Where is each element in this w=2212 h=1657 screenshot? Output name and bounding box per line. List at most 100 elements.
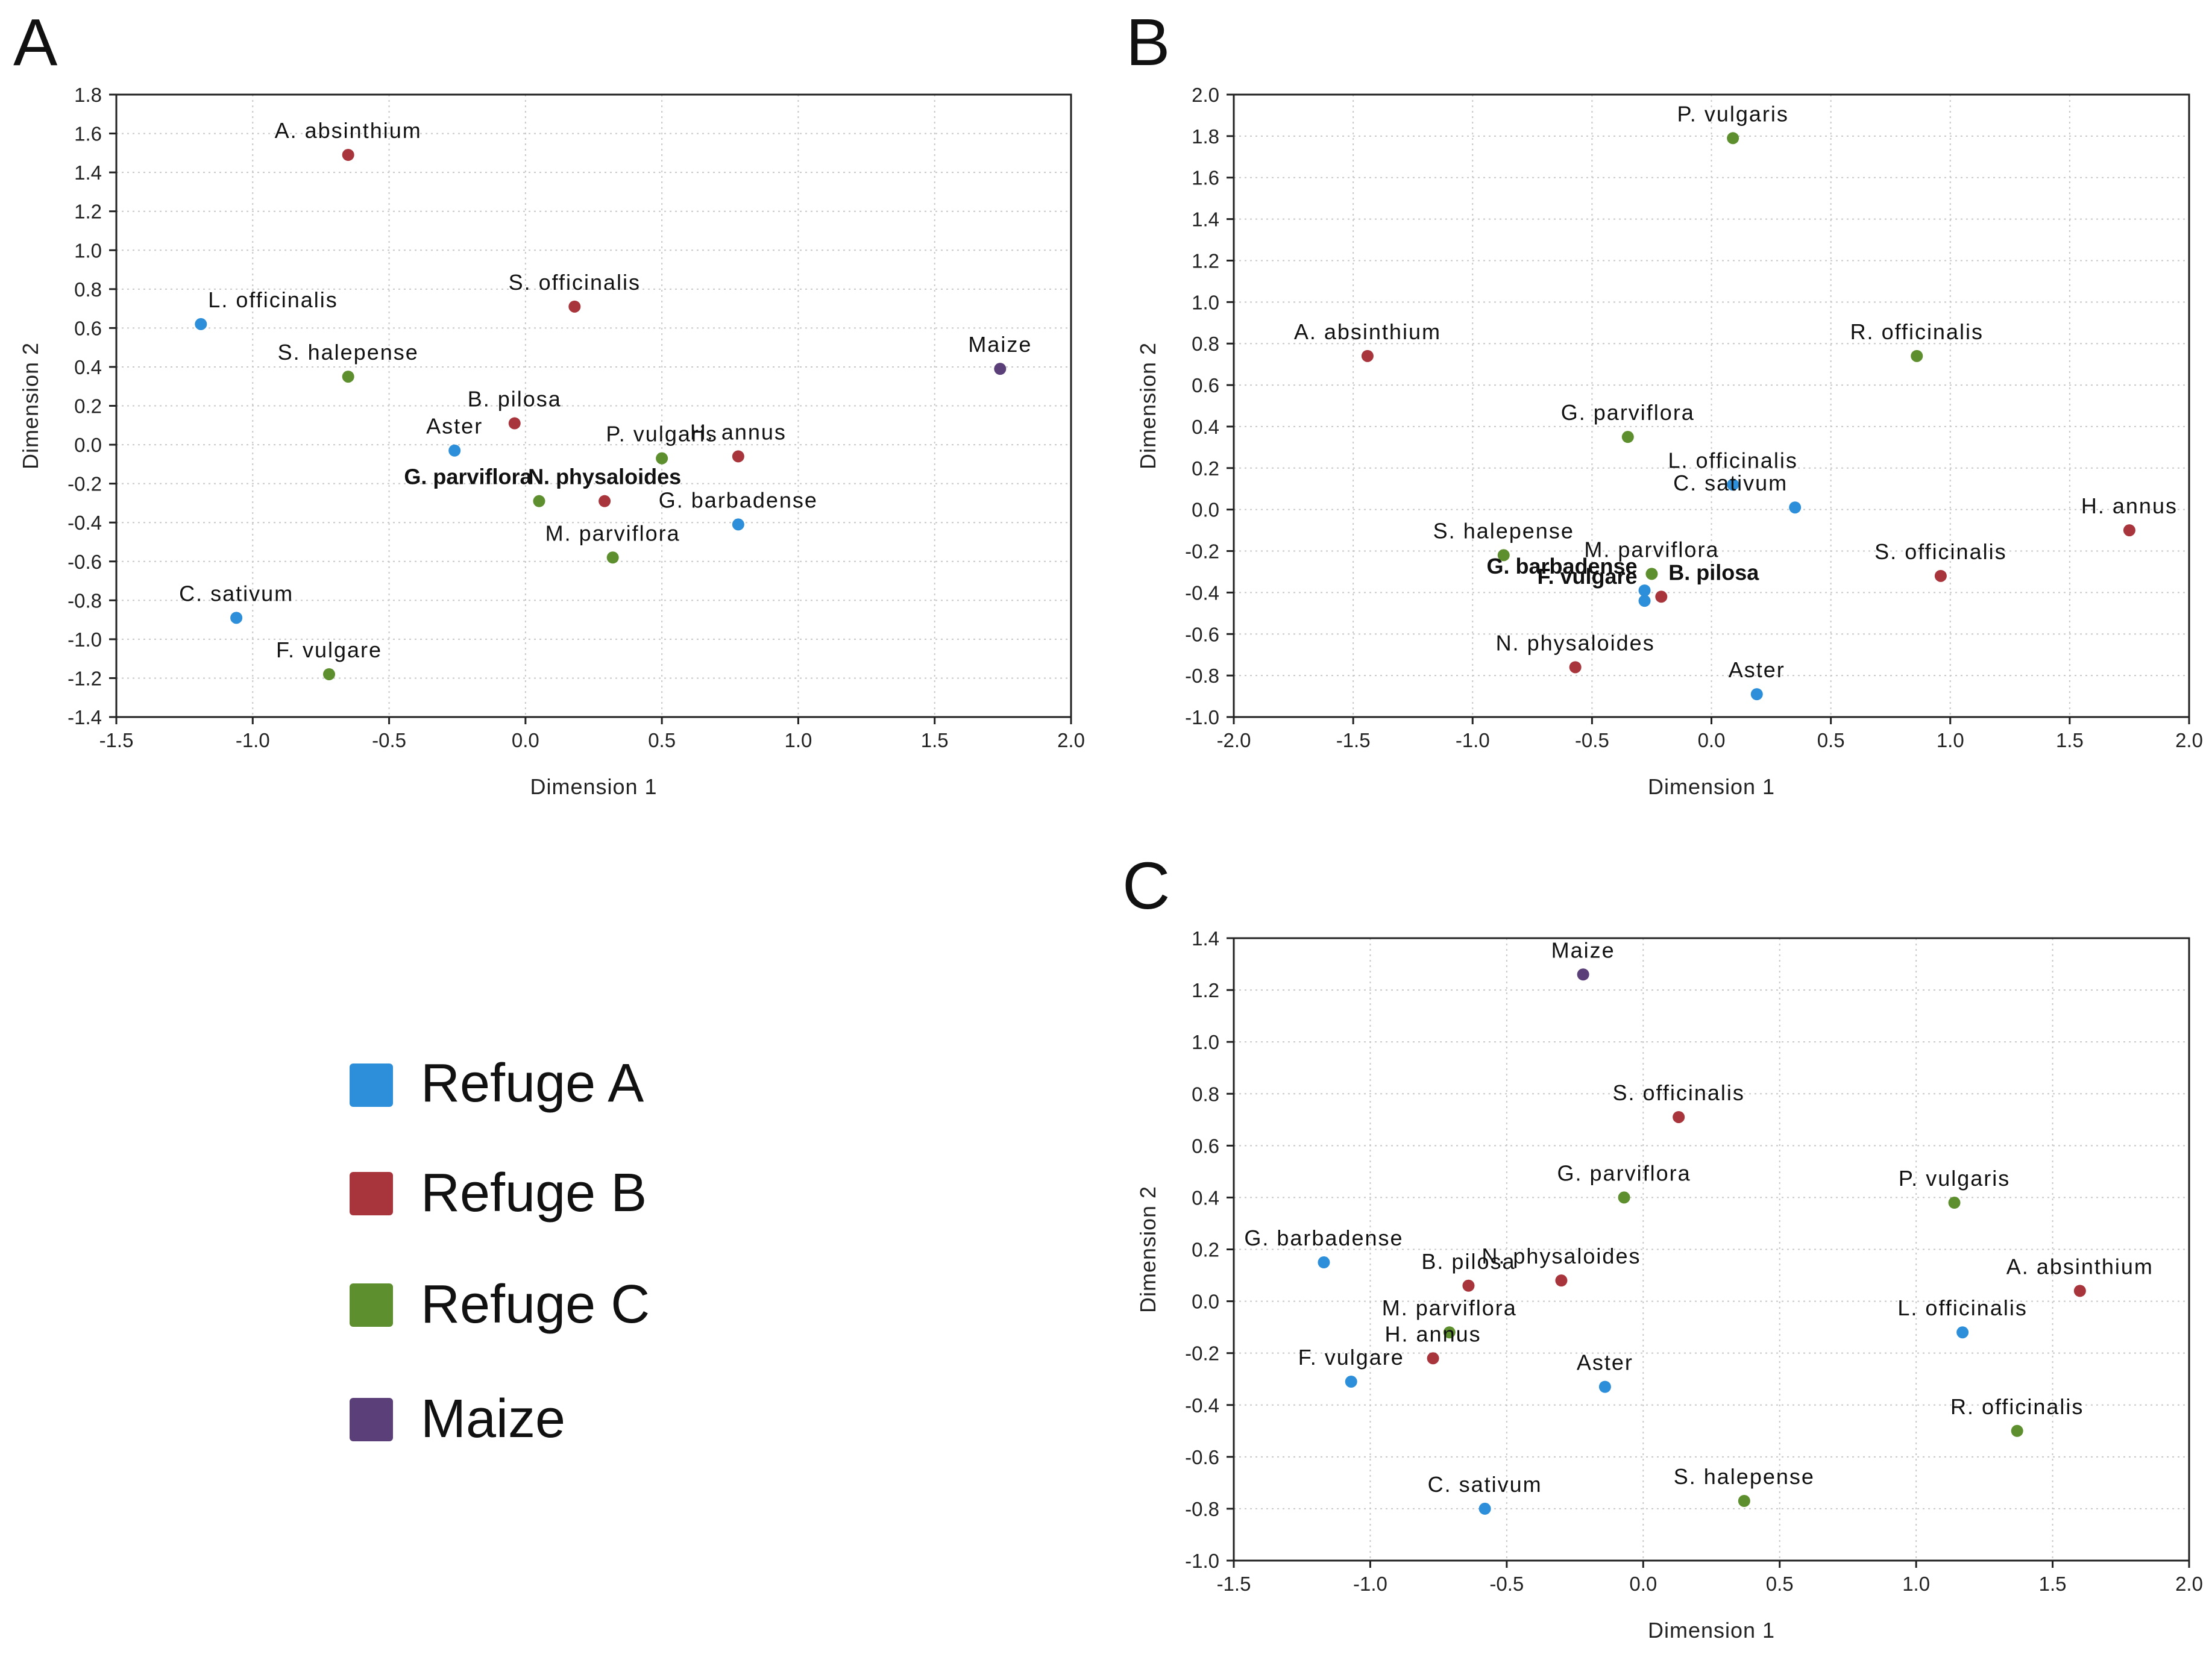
point-aster	[1598, 1380, 1611, 1393]
x-tick-label: -2.0	[1217, 729, 1251, 751]
panel-letter-a: A	[13, 5, 58, 80]
legend: Refuge A Refuge B Refuge C Maize	[350, 1053, 650, 1449]
point-label-l-officinalis: L. officinalis	[1897, 1295, 2027, 1320]
point-a-absinthium	[1361, 349, 1374, 362]
legend-item-refuge-a: Refuge A	[350, 1053, 644, 1114]
y-tick-label: 1.2	[74, 201, 102, 223]
panel-letter-c: C	[1122, 849, 1170, 923]
point-b-pilosa	[1462, 1279, 1475, 1292]
y-tick-label: 1.4	[74, 161, 102, 184]
x-tick-label: 1.0	[784, 729, 812, 751]
y-tick-label: 0.2	[74, 395, 102, 418]
point-n-physaloides	[1555, 1274, 1568, 1287]
y-tick-label: 0.4	[74, 356, 102, 378]
x-tick-label: 0.5	[1766, 1573, 1794, 1595]
point-label-n-physaloides: N. physaloides	[1481, 1244, 1641, 1268]
x-tick-label: 1.5	[2056, 729, 2084, 751]
y-tick-label: 0.2	[1192, 457, 1219, 480]
point-label-maize: Maize	[1551, 938, 1615, 962]
point-label-maize: Maize	[968, 332, 1032, 357]
y-tick-label: 0.0	[1192, 499, 1219, 521]
point-label-g-barbadense: G. barbadense	[1244, 1226, 1403, 1250]
point-g-parviflora	[1621, 431, 1634, 443]
y-tick-label: 0.0	[74, 434, 102, 456]
point-label-r-officinalis: R. officinalis	[1950, 1394, 2084, 1419]
point-p-vulgaris	[656, 452, 668, 465]
y-tick-label: 1.8	[1192, 125, 1219, 148]
x-tick-label: -0.5	[1489, 1573, 1524, 1595]
y-tick-label: 0.6	[1192, 1135, 1219, 1157]
legend-label-refuge-a: Refuge A	[421, 1053, 644, 1114]
y-tick-label: -0.8	[68, 589, 102, 612]
point-label-r-officinalis: R. officinalis	[1850, 319, 1984, 344]
x-tick-label: 0.0	[512, 729, 539, 751]
x-tick-label: -1.0	[236, 729, 270, 751]
x-tick-label: 1.5	[2039, 1573, 2067, 1595]
point-label-f-vulgare: F. vulgare	[1537, 564, 1637, 589]
point-s-officinalis	[568, 300, 581, 313]
y-tick-label: 1.6	[1192, 167, 1219, 189]
y-tick-label: 0.4	[1192, 1186, 1219, 1209]
point-label-c-sativum: C. sativum	[1428, 1472, 1542, 1497]
y-tick-label: -0.8	[1185, 665, 1219, 687]
point-g-barbadense	[732, 518, 744, 531]
point-c-sativum	[1789, 501, 1802, 514]
point-label-a-absinthium: A. absinthium	[275, 118, 422, 143]
scatter-chart-a: -1.5 -1.0 -0.5 0.0 0.5 1.0 1.5 2.0 -1.4 -1.2 -1.0 -…	[18, 84, 1085, 799]
point-label-g-parviflora: G. parviflora	[1557, 1161, 1691, 1185]
point-label-aster: Aster	[1577, 1350, 1633, 1375]
y-tick-label: 1.0	[1192, 1031, 1219, 1053]
y-tick-label: 1.8	[74, 84, 102, 106]
point-s-officinalis	[1934, 569, 1947, 582]
point-aster	[448, 444, 461, 457]
legend-swatch-maize	[350, 1398, 393, 1441]
y-tick-label: -1.0	[1185, 706, 1219, 728]
y-tick-label: 0.6	[74, 317, 102, 339]
point-label-f-vulgare: F. vulgare	[1298, 1345, 1404, 1370]
scatter-chart-c: -1.5 -1.0 -0.5 0.0 0.5 1.0 1.5 2.0-1.0-0.8-0.6-…	[1136, 927, 2203, 1643]
y-tick-label: -0.8	[1185, 1498, 1219, 1520]
legend-label-refuge-b: Refuge B	[421, 1163, 647, 1223]
point-label-aster: Aster	[1729, 657, 1785, 682]
point-label-s-officinalis: S. officinalis	[509, 270, 641, 295]
x-tick-label: -0.5	[372, 729, 406, 751]
y-tick-label: 0.6	[1192, 374, 1219, 396]
point-b-pilosa	[1655, 590, 1668, 603]
point-a-absinthium	[2073, 1285, 2086, 1297]
y-tick-label: -0.2	[1185, 540, 1219, 563]
point-label-l-officinalis: L. officinalis	[208, 287, 338, 312]
point-a-absinthium	[342, 149, 354, 161]
point-l-officinalis	[1727, 478, 1739, 491]
point-label-m-parviflora: M. parviflora	[1584, 537, 1719, 562]
point-s-halepense	[342, 371, 354, 383]
point-p-vulgaris	[1727, 132, 1739, 145]
point-label-m-parviflora: M. parviflora	[1382, 1295, 1517, 1320]
point-label-g-parviflora: G. parviflora	[404, 465, 532, 489]
y-tick-label: -0.6	[68, 551, 102, 573]
point-label-s-halepense: S. halepense	[1433, 518, 1574, 543]
point-g-barbadense	[1638, 584, 1651, 597]
y-tick-label: -0.4	[1185, 1394, 1219, 1417]
x-tick-label: -1.0	[1353, 1573, 1387, 1595]
point-s-halepense	[1738, 1495, 1750, 1508]
point-h-annus	[2123, 524, 2135, 537]
y-tick-label: -0.4	[1185, 581, 1219, 604]
point-g-parviflora	[1618, 1191, 1630, 1204]
point-label-s-officinalis: S. officinalis	[1874, 539, 2006, 564]
point-label-c-sativum: C. sativum	[1673, 471, 1788, 495]
point-label-h-annus: H. annus	[2081, 493, 2178, 518]
point-label-c-sativum: C. sativum	[179, 581, 294, 606]
point-label-aster: Aster	[426, 414, 483, 439]
point-n-physaloides	[599, 495, 611, 507]
y-tick-label: 1.4	[1192, 208, 1219, 231]
y-tick-label: -0.6	[1185, 623, 1219, 645]
x-tick-label: 1.0	[1902, 1573, 1930, 1595]
point-maize	[1577, 968, 1589, 981]
point-s-officinalis	[1673, 1110, 1685, 1123]
point-label-a-absinthium: A. absinthium	[1294, 319, 1441, 344]
point-m-parviflora	[1645, 568, 1658, 580]
point-label-n-physaloides: N. physaloides	[528, 465, 681, 489]
y-tick-label: 1.0	[74, 239, 102, 262]
point-label-s-officinalis: S. officinalis	[1612, 1080, 1744, 1105]
